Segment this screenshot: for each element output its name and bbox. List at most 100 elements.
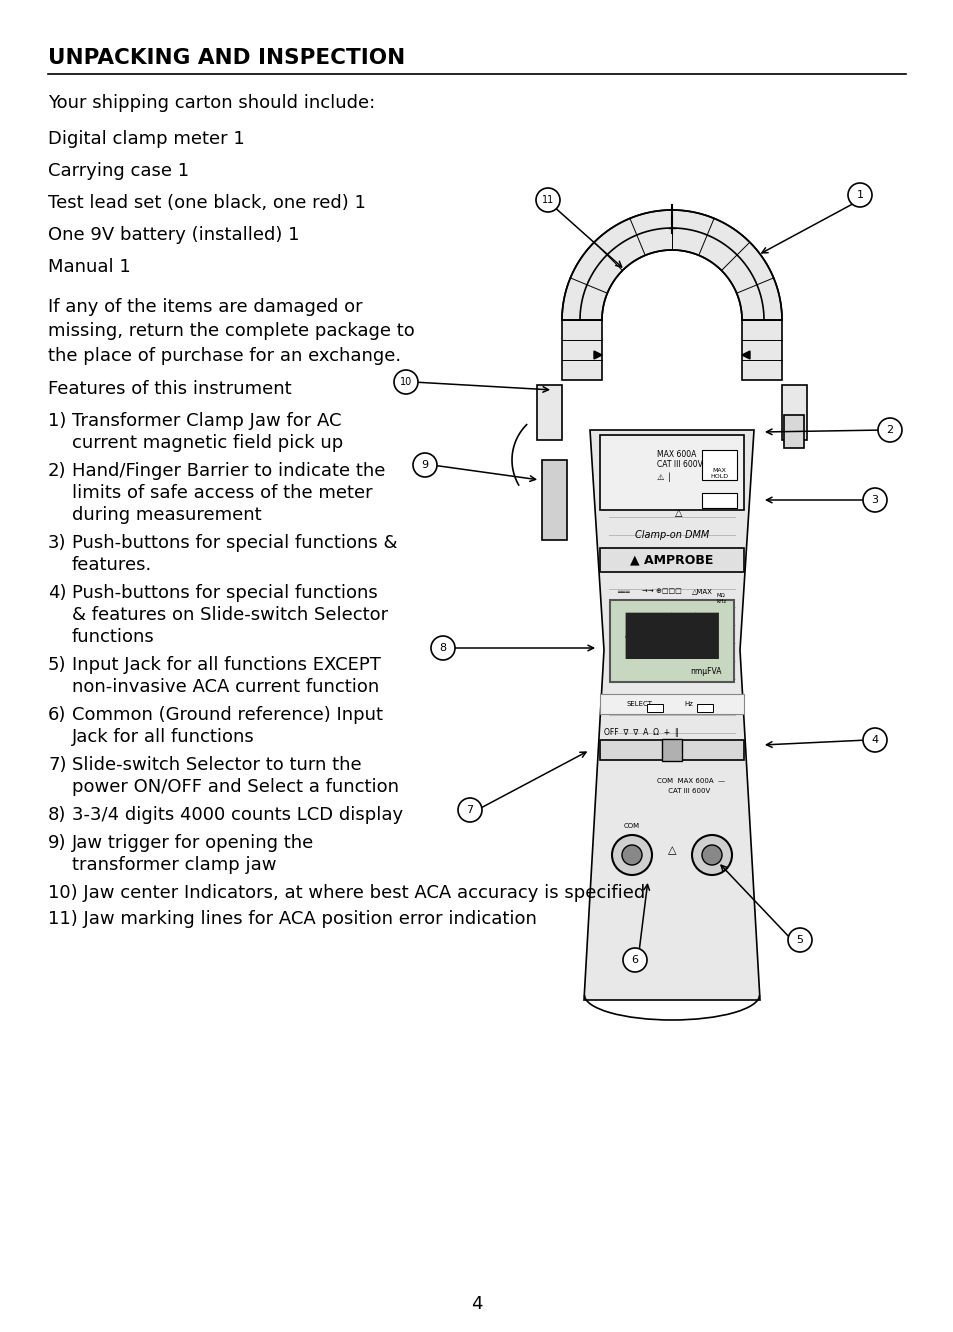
Text: Your shipping carton should include:: Your shipping carton should include: bbox=[48, 95, 375, 112]
Text: COM  MAX 600A  —: COM MAX 600A — bbox=[657, 778, 724, 785]
Text: limits of safe access of the meter: limits of safe access of the meter bbox=[71, 484, 373, 502]
Text: One 9V battery (installed) 1: One 9V battery (installed) 1 bbox=[48, 226, 299, 244]
Text: Common (Ground reference) Input: Common (Ground reference) Input bbox=[71, 706, 382, 725]
Text: 10) Jaw center Indicators, at where best ACA accuracy is specified: 10) Jaw center Indicators, at where best… bbox=[48, 884, 644, 902]
Text: MAX
HOLD: MAX HOLD bbox=[709, 468, 727, 478]
Text: 11: 11 bbox=[541, 194, 554, 205]
Text: & features on Slide-switch Selector: & features on Slide-switch Selector bbox=[71, 606, 388, 623]
Text: 9: 9 bbox=[421, 460, 428, 470]
Polygon shape bbox=[741, 320, 781, 380]
Text: Transformer Clamp Jaw for AC: Transformer Clamp Jaw for AC bbox=[71, 412, 341, 430]
Bar bbox=[599, 547, 743, 571]
Text: 1): 1) bbox=[48, 412, 67, 430]
Text: -: - bbox=[623, 622, 635, 650]
Text: 9): 9) bbox=[48, 834, 67, 852]
Polygon shape bbox=[741, 352, 749, 360]
Polygon shape bbox=[537, 385, 561, 440]
Text: Jaw trigger for opening the: Jaw trigger for opening the bbox=[71, 834, 314, 852]
Circle shape bbox=[787, 928, 811, 952]
Text: transformer clamp jaw: transformer clamp jaw bbox=[71, 856, 276, 874]
Text: Push-buttons for special functions: Push-buttons for special functions bbox=[71, 583, 377, 602]
Text: 8): 8) bbox=[48, 806, 67, 825]
Circle shape bbox=[612, 835, 651, 875]
Polygon shape bbox=[781, 385, 806, 440]
Text: ████: ████ bbox=[624, 613, 718, 659]
Text: ▲ AMPROBE: ▲ AMPROBE bbox=[630, 554, 713, 566]
Bar bbox=[701, 450, 737, 480]
Text: △: △ bbox=[675, 507, 681, 518]
Text: Test lead set (one black, one red) 1: Test lead set (one black, one red) 1 bbox=[48, 194, 366, 212]
Text: 8: 8 bbox=[439, 643, 446, 653]
Polygon shape bbox=[594, 352, 601, 360]
Bar bbox=[697, 705, 712, 713]
Circle shape bbox=[622, 948, 646, 972]
Bar bbox=[661, 739, 681, 761]
Text: MΩ
kHz: MΩ kHz bbox=[717, 593, 726, 603]
Text: 6): 6) bbox=[48, 706, 67, 725]
Text: 5): 5) bbox=[48, 655, 67, 674]
Text: Clamp-on DMM: Clamp-on DMM bbox=[634, 530, 708, 539]
Text: non-invasive ACA current function: non-invasive ACA current function bbox=[71, 678, 379, 697]
Text: △: △ bbox=[667, 844, 676, 855]
Polygon shape bbox=[561, 320, 601, 380]
Text: 5: 5 bbox=[796, 935, 802, 944]
Text: 10: 10 bbox=[399, 377, 412, 388]
Text: MAX 600A: MAX 600A bbox=[657, 450, 696, 460]
Polygon shape bbox=[541, 460, 566, 539]
Circle shape bbox=[701, 844, 721, 864]
Text: Features of this instrument: Features of this instrument bbox=[48, 380, 292, 398]
Text: Manual 1: Manual 1 bbox=[48, 258, 131, 276]
Text: 4: 4 bbox=[471, 1295, 482, 1313]
Bar bbox=[599, 741, 743, 761]
Text: 3-3/4 digits 4000 counts LCD display: 3-3/4 digits 4000 counts LCD display bbox=[71, 806, 403, 825]
Text: Hz: Hz bbox=[683, 701, 692, 707]
Text: Digital clamp meter 1: Digital clamp meter 1 bbox=[48, 131, 245, 148]
Text: CAT III 600V: CAT III 600V bbox=[657, 460, 702, 469]
Text: SELECT: SELECT bbox=[626, 701, 652, 707]
Circle shape bbox=[847, 182, 871, 206]
Text: current magnetic field pick up: current magnetic field pick up bbox=[71, 434, 343, 452]
Text: 4): 4) bbox=[48, 583, 67, 602]
Circle shape bbox=[691, 835, 731, 875]
Text: features.: features. bbox=[71, 555, 152, 574]
Circle shape bbox=[877, 418, 901, 442]
Text: 3): 3) bbox=[48, 534, 67, 551]
Text: Jack for all functions: Jack for all functions bbox=[71, 729, 254, 746]
Polygon shape bbox=[583, 430, 760, 1000]
Text: ═══: ═══ bbox=[617, 587, 629, 594]
Text: →→ ⊕□□□: →→ ⊕□□□ bbox=[641, 587, 681, 594]
Text: 11) Jaw marking lines for ACA position error indication: 11) Jaw marking lines for ACA position e… bbox=[48, 910, 537, 928]
Circle shape bbox=[536, 188, 559, 212]
Text: during measurement: during measurement bbox=[71, 506, 261, 523]
Text: nmμFVA: nmμFVA bbox=[690, 667, 721, 677]
Text: 3: 3 bbox=[871, 496, 878, 505]
Circle shape bbox=[431, 635, 455, 659]
Circle shape bbox=[457, 798, 481, 822]
Circle shape bbox=[621, 844, 641, 864]
Text: If any of the items are damaged or
missing, return the complete package to
the p: If any of the items are damaged or missi… bbox=[48, 298, 415, 365]
Bar bbox=[599, 694, 743, 714]
Bar bbox=[609, 599, 733, 682]
Text: 6: 6 bbox=[631, 955, 638, 964]
Circle shape bbox=[394, 370, 417, 394]
Text: UNPACKING AND INSPECTION: UNPACKING AND INSPECTION bbox=[48, 48, 405, 68]
Text: CAT III 600V: CAT III 600V bbox=[657, 789, 709, 794]
Text: Hand/Finger Barrier to indicate the: Hand/Finger Barrier to indicate the bbox=[71, 462, 385, 480]
Text: power ON/OFF and Select a function: power ON/OFF and Select a function bbox=[71, 778, 398, 797]
Bar bbox=[783, 416, 803, 448]
Text: functions: functions bbox=[71, 627, 154, 646]
Polygon shape bbox=[561, 210, 781, 320]
Text: OFF  ∇  ∇  A  Ω  +  ‖: OFF ∇ ∇ A Ω + ‖ bbox=[603, 729, 678, 737]
Bar bbox=[599, 436, 743, 510]
Bar bbox=[646, 705, 662, 713]
Text: 1: 1 bbox=[856, 190, 862, 200]
Bar bbox=[701, 493, 737, 507]
Text: Push-buttons for special functions &: Push-buttons for special functions & bbox=[71, 534, 397, 551]
Text: 7): 7) bbox=[48, 757, 67, 774]
Circle shape bbox=[413, 453, 436, 477]
Text: 2): 2) bbox=[48, 462, 67, 480]
Text: Slide-switch Selector to turn the: Slide-switch Selector to turn the bbox=[71, 757, 361, 774]
Text: Carrying case 1: Carrying case 1 bbox=[48, 163, 189, 180]
Text: Input Jack for all functions EXCEPT: Input Jack for all functions EXCEPT bbox=[71, 655, 380, 674]
Text: 4: 4 bbox=[870, 735, 878, 745]
